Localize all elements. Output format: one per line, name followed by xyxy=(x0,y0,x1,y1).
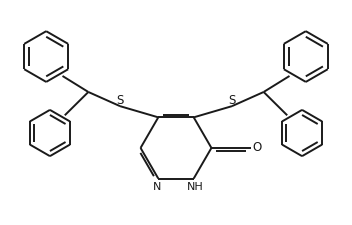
Text: S: S xyxy=(228,94,235,107)
Text: O: O xyxy=(253,142,262,154)
Text: S: S xyxy=(117,94,124,107)
Text: NH: NH xyxy=(187,182,204,192)
Text: N: N xyxy=(153,182,162,192)
